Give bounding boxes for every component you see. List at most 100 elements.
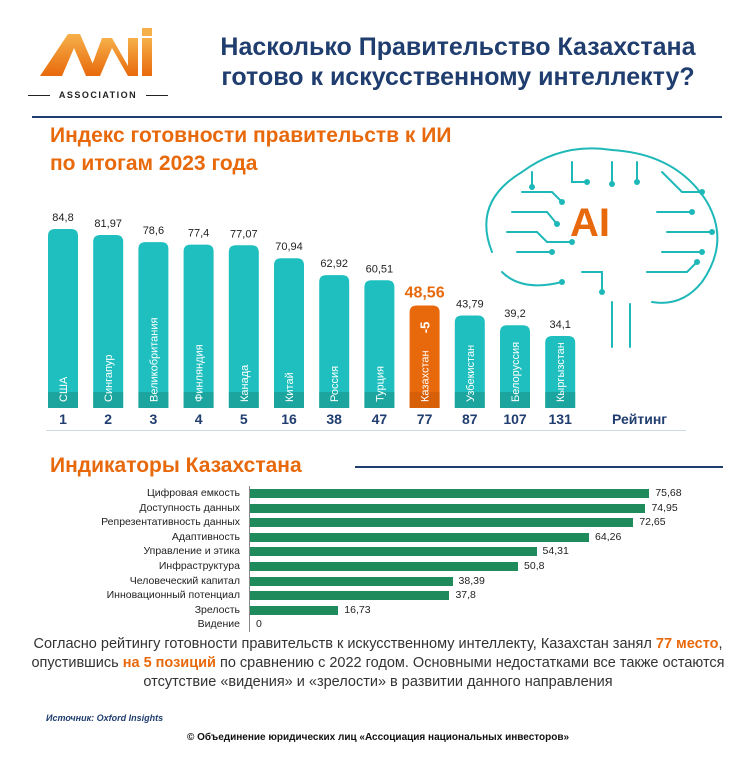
- association-logo: [40, 28, 152, 76]
- bar-base: [319, 392, 350, 408]
- value-label: 81,97: [94, 218, 122, 230]
- indicator-bar: [250, 576, 453, 586]
- indicator-label: Репрезентативность данных: [101, 516, 240, 529]
- bar-base: [228, 392, 259, 408]
- summary-text: по сравнению с 2022 годом. Основными нед…: [143, 655, 725, 690]
- category-label: Узбекистан: [465, 345, 477, 402]
- bar: [319, 275, 350, 408]
- bar: [454, 315, 485, 408]
- ai-label: AI: [570, 201, 610, 245]
- rank-value: 131: [548, 411, 572, 427]
- value-label: 39,2: [504, 308, 525, 320]
- indicator-label: Управление и этика: [143, 545, 240, 558]
- category-label: Казахстан: [420, 350, 432, 402]
- category-label: США: [58, 376, 70, 402]
- rank-value: 87: [462, 411, 478, 427]
- summary-text: , опустившись: [31, 636, 723, 671]
- logo-text: ASSOCIATION: [58, 90, 138, 100]
- bar: [93, 234, 124, 408]
- indicator-value: 38,39: [458, 574, 485, 587]
- category-label: Турция: [374, 366, 386, 402]
- indicators-title: Индикаторы Казахстана: [50, 454, 302, 477]
- indicator-bar: [250, 518, 634, 528]
- chart-title: Индекс готовности правительств к ИИ по и…: [50, 122, 451, 178]
- indicator-bar: [250, 605, 339, 615]
- bar-base: [93, 392, 124, 408]
- readiness-bar-chart: США 84,8 Сингапур 81,97 Великобритания 78,6 Фи…: [48, 212, 576, 408]
- value-label: 62,92: [320, 258, 348, 270]
- value-label: 43,79: [456, 299, 484, 311]
- value-label: 78,6: [143, 225, 164, 237]
- indicator-value: 0: [256, 618, 262, 631]
- indicator-bar: [250, 503, 646, 513]
- bar: [409, 305, 440, 408]
- chart-title-line: Индекс готовности правительств к ИИ: [50, 124, 452, 147]
- page-title: Насколько Правительство Казахстана готов…: [188, 32, 728, 92]
- rank-value: 3: [149, 411, 158, 427]
- indicator-label: Доступность данных: [139, 501, 240, 514]
- rank-axis-label: Рейтинг: [612, 411, 668, 427]
- category-label: Сингапур: [103, 354, 115, 402]
- rank-value: 107: [503, 411, 527, 427]
- rank-change-label: -5: [418, 322, 433, 334]
- bar-base: [454, 392, 485, 408]
- rank-value: 4: [194, 411, 203, 427]
- rank-value: 38: [326, 411, 342, 427]
- bar-base: [364, 392, 395, 408]
- indicator-value: 16,73: [344, 603, 371, 616]
- indicator-label: Инновационный потенциал: [106, 589, 240, 602]
- bar: [500, 325, 530, 408]
- change-highlight: на 5 позиций: [122, 655, 216, 671]
- indicator-label: Цифровая емкость: [147, 487, 240, 499]
- category-label: Китай: [284, 372, 296, 402]
- category-label: Кыргызстан: [555, 342, 567, 402]
- summary-paragraph: Согласно рейтингу готовности правительст…: [30, 635, 726, 692]
- rank-value: 16: [281, 411, 297, 427]
- indicator-bar: [250, 562, 519, 571]
- bar: [138, 242, 169, 408]
- value-label: 70,94: [275, 241, 303, 253]
- category-label: Великобритания: [148, 317, 160, 402]
- rank-value: 2: [104, 411, 113, 427]
- rank-value: 5: [239, 411, 248, 427]
- value-label: 48,56: [405, 284, 445, 301]
- indicator-bar: [250, 547, 537, 557]
- indicator-label: Адаптивность: [171, 530, 240, 543]
- indicator-bar: [250, 532, 590, 542]
- rank-divider: [46, 430, 686, 431]
- indicator-bar: [250, 591, 450, 601]
- bar-base: [138, 392, 169, 408]
- source-note: Источник: Oxford Insights: [46, 713, 164, 723]
- bar-base: [409, 392, 440, 408]
- category-label: Белоруссия: [510, 342, 522, 402]
- indicators-divider: [355, 466, 723, 468]
- indicator-value: 72,65: [639, 516, 666, 529]
- title-divider: [32, 116, 722, 118]
- value-label: 77,4: [188, 228, 209, 240]
- category-label: Канада: [239, 364, 251, 402]
- rank-value: 1: [59, 411, 67, 427]
- rank-value: 77: [416, 411, 433, 427]
- indicator-value: 74,95: [651, 501, 678, 514]
- indicator-value: 75,68: [655, 487, 682, 499]
- bar-base: [500, 392, 530, 408]
- ai-brain-illustration: AI: [485, 147, 719, 348]
- bar: [364, 280, 395, 408]
- value-label: 77,07: [230, 228, 258, 240]
- summary-text: Согласно рейтингу готовности правительст…: [33, 636, 656, 652]
- indicator-value: 64,26: [595, 530, 622, 543]
- indicator-label: Зрелость: [194, 603, 240, 616]
- indicator-value: 37,8: [455, 589, 476, 602]
- value-label: 84,8: [52, 212, 73, 224]
- indicator-label: Инфраструктура: [158, 560, 240, 572]
- rank-value: 47: [371, 411, 388, 427]
- logo-divider: [28, 95, 50, 96]
- bar-base: [183, 392, 214, 408]
- title-line: готово к искусственному интеллекту?: [221, 63, 695, 91]
- indicator-label: Человеческий капитал: [129, 574, 240, 587]
- title-line: Насколько Правительство Казахстана: [220, 33, 696, 61]
- indicator-label: Видение: [197, 618, 240, 631]
- rank-highlight: 77 место: [655, 636, 719, 652]
- value-label: 60,51: [366, 263, 394, 275]
- bar: [48, 228, 78, 408]
